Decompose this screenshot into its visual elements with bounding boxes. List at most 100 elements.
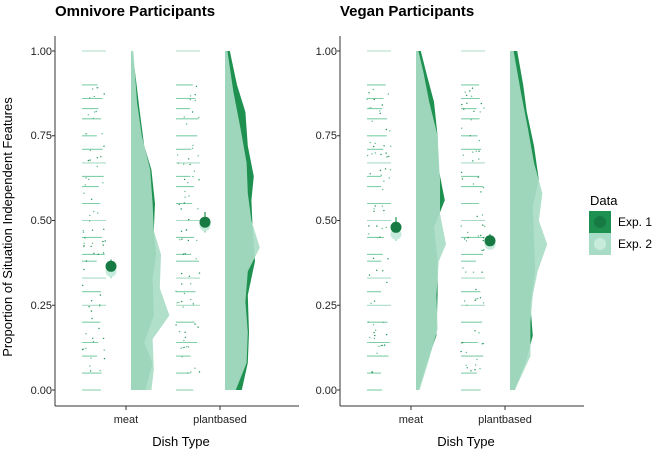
raw-data-point — [189, 163, 191, 166]
legend-title: Data — [590, 193, 618, 208]
raw-data-point — [460, 225, 462, 227]
raw-data-point — [382, 270, 384, 272]
raw-data-point — [482, 224, 484, 226]
raw-data-point — [482, 342, 484, 345]
raw-data-point — [93, 252, 95, 254]
raw-data-point — [178, 203, 180, 206]
legend-dot-exp2 — [594, 238, 606, 250]
raw-data-point — [178, 330, 181, 333]
raw-data-point — [387, 258, 389, 260]
raw-data-point — [188, 218, 190, 221]
raw-data-point — [89, 149, 92, 152]
raw-data-point — [461, 341, 464, 344]
raw-data-point — [189, 95, 192, 97]
raw-data-point — [180, 272, 183, 275]
raw-data-point — [380, 345, 382, 347]
raw-data-point — [189, 98, 191, 101]
raw-data-point — [473, 110, 475, 113]
raw-data-point — [99, 305, 101, 307]
raw-data-point — [482, 239, 484, 242]
raw-data-point — [470, 370, 472, 372]
raw-data-point — [484, 225, 486, 227]
x-tick-label-plantbased: plantbased — [193, 414, 247, 426]
raw-data-point — [385, 333, 388, 336]
raw-data-point — [89, 214, 91, 217]
raw-data-point — [188, 275, 191, 277]
raw-data-point — [465, 271, 467, 273]
y-tick-label: 0.00 — [316, 385, 337, 397]
raw-data-point — [91, 242, 94, 244]
raw-data-point — [469, 135, 471, 137]
raw-data-point — [470, 95, 473, 98]
raw-data-point — [385, 226, 387, 229]
y-tick-label: 1.00 — [316, 46, 337, 58]
raw-data-point — [180, 230, 183, 232]
raw-data-point — [476, 215, 478, 218]
raw-data-point — [87, 114, 90, 116]
raw-data-point — [482, 237, 485, 239]
raw-data-point — [374, 142, 376, 145]
raw-data-point — [83, 242, 85, 244]
raw-data-point — [463, 300, 466, 302]
raw-data-point — [177, 162, 180, 164]
raw-data-point — [183, 116, 185, 118]
raw-data-point — [483, 249, 485, 251]
panel-title-omnivore: Omnivore Participants — [55, 3, 215, 20]
raw-data-point — [372, 257, 375, 260]
raw-data-point — [383, 145, 385, 147]
raw-data-point — [175, 324, 177, 326]
raw-data-point — [181, 238, 183, 240]
raw-data-point — [176, 302, 178, 304]
raw-data-point — [385, 128, 388, 131]
raw-data-point — [376, 352, 378, 354]
y-tick-label: 0.00 — [31, 385, 52, 397]
raw-data-point — [464, 91, 466, 93]
raw-data-point — [176, 154, 179, 156]
raw-data-point — [192, 144, 194, 147]
raw-data-point — [382, 188, 384, 191]
raw-data-point — [188, 158, 190, 160]
raw-data-point — [85, 177, 87, 179]
raw-data-point — [483, 107, 485, 109]
raw-data-point — [198, 116, 200, 119]
y-tick-label: 1.00 — [31, 46, 52, 58]
raw-data-point — [185, 123, 188, 125]
raw-data-point — [461, 103, 463, 106]
raw-data-point — [381, 205, 384, 207]
raw-data-point — [463, 108, 465, 110]
raw-data-point — [389, 169, 392, 171]
raw-data-point — [184, 253, 186, 255]
y-tick-label: 0.25 — [316, 300, 337, 312]
y-tick-label: 0.50 — [316, 215, 337, 227]
raw-data-point — [198, 179, 200, 181]
raw-data-point — [477, 235, 480, 237]
raw-data-point — [380, 153, 382, 156]
density-violin-exp2 — [416, 51, 446, 390]
raw-data-point — [97, 86, 99, 89]
raw-data-point — [83, 245, 85, 247]
raw-data-point — [103, 145, 105, 147]
raw-data-point — [183, 163, 185, 165]
raw-data-point — [460, 171, 463, 174]
raw-data-point — [83, 268, 85, 271]
raw-data-point — [183, 178, 186, 181]
y-tick-label: 0.75 — [31, 130, 52, 142]
raw-data-point — [383, 344, 386, 346]
raw-data-point — [85, 333, 87, 335]
raw-data-point — [381, 104, 383, 106]
raw-data-point — [374, 334, 376, 337]
raw-data-point — [467, 231, 469, 234]
raw-data-point — [380, 174, 382, 176]
raw-data-point — [371, 371, 374, 373]
raw-data-point — [194, 94, 196, 96]
raw-data-point — [181, 356, 183, 358]
raw-data-point — [366, 154, 369, 157]
raw-data-point — [90, 300, 93, 302]
raw-data-point — [182, 306, 184, 308]
y-axis-label: Proportion of Situation Independent Feat… — [0, 97, 15, 357]
raw-data-point — [91, 317, 93, 320]
raw-data-point — [185, 229, 188, 231]
raw-data-point — [465, 94, 468, 97]
raw-data-point — [470, 119, 472, 121]
raw-data-point — [96, 157, 99, 159]
